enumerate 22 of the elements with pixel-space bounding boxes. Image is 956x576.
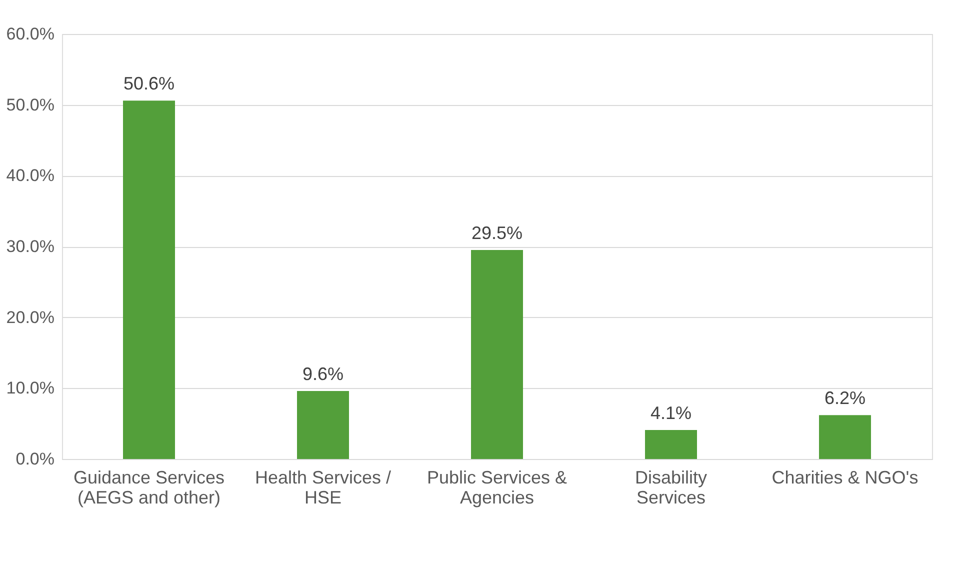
bar	[123, 100, 175, 459]
bar	[645, 430, 697, 459]
y-tick-label: 30.0%	[6, 237, 54, 256]
x-tick-label: Guidance Services (AEGS and other)	[73, 468, 225, 508]
bar	[819, 415, 871, 459]
bar	[471, 250, 523, 459]
y-tick-label: 60.0%	[6, 24, 54, 44]
data-label: 50.6%	[123, 74, 175, 94]
x-tick-label: Charities & NGO's	[772, 468, 918, 488]
x-tick-label: Health Services / HSE	[254, 468, 392, 508]
y-tick-label: 20.0%	[6, 308, 54, 327]
data-label: 9.6%	[302, 364, 344, 384]
x-tick-label: Disability Services	[634, 468, 708, 508]
data-label: 4.1%	[650, 402, 692, 423]
y-tick-label: 40.0%	[6, 166, 54, 186]
x-tick-label: Public Services & Agencies	[426, 468, 568, 508]
y-tick-label: 10.0%	[6, 378, 54, 398]
data-label: 6.2%	[824, 388, 866, 408]
bar	[297, 391, 349, 459]
data-label: 29.5%	[471, 223, 523, 244]
y-tick-label: 50.0%	[6, 95, 54, 114]
y-tick-label: 0.0%	[16, 450, 54, 468]
